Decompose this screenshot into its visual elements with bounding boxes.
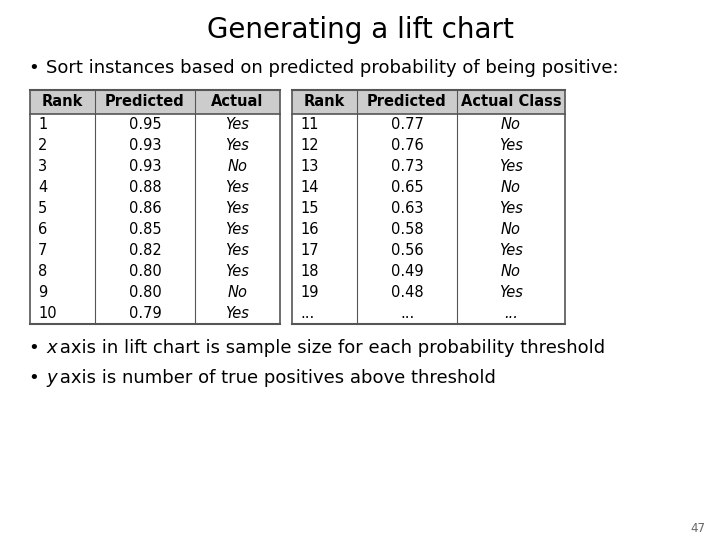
- Text: 0.85: 0.85: [129, 222, 161, 237]
- Text: Yes: Yes: [225, 264, 249, 279]
- Text: 3: 3: [38, 159, 47, 174]
- Text: Yes: Yes: [225, 138, 249, 153]
- Text: 0.88: 0.88: [129, 180, 161, 195]
- Text: 16: 16: [300, 222, 318, 237]
- Text: 2: 2: [38, 138, 48, 153]
- Text: No: No: [501, 117, 521, 132]
- Text: 0.95: 0.95: [129, 117, 161, 132]
- Text: 5: 5: [38, 201, 48, 216]
- Text: 10: 10: [38, 306, 57, 321]
- Text: Yes: Yes: [499, 138, 523, 153]
- Text: Predicted: Predicted: [367, 94, 447, 110]
- Text: y: y: [46, 369, 57, 387]
- Text: 0.48: 0.48: [391, 285, 423, 300]
- Text: axis is number of true positives above threshold: axis is number of true positives above t…: [54, 369, 496, 387]
- Text: Rank: Rank: [42, 94, 84, 110]
- Text: 18: 18: [300, 264, 318, 279]
- Text: 0.73: 0.73: [391, 159, 423, 174]
- Text: Actual: Actual: [211, 94, 264, 110]
- Text: ...: ...: [300, 306, 314, 321]
- Text: Yes: Yes: [499, 243, 523, 258]
- Text: Yes: Yes: [225, 180, 249, 195]
- Text: 0.76: 0.76: [391, 138, 423, 153]
- Text: 0.93: 0.93: [129, 159, 161, 174]
- Text: 11: 11: [300, 117, 318, 132]
- Text: •: •: [28, 59, 39, 77]
- Text: 0.63: 0.63: [391, 201, 423, 216]
- Text: 12: 12: [300, 138, 319, 153]
- Text: Yes: Yes: [225, 201, 249, 216]
- Text: 0.77: 0.77: [390, 117, 423, 132]
- Text: Yes: Yes: [499, 201, 523, 216]
- Text: 17: 17: [300, 243, 319, 258]
- Text: 0.65: 0.65: [391, 180, 423, 195]
- Text: Yes: Yes: [499, 285, 523, 300]
- Text: 0.86: 0.86: [129, 201, 161, 216]
- Text: No: No: [228, 285, 248, 300]
- Text: 0.49: 0.49: [391, 264, 423, 279]
- Text: 19: 19: [300, 285, 318, 300]
- Text: 9: 9: [38, 285, 48, 300]
- Text: No: No: [228, 159, 248, 174]
- Text: No: No: [501, 180, 521, 195]
- Text: 13: 13: [300, 159, 318, 174]
- Bar: [292, 90, 565, 114]
- Text: 4: 4: [38, 180, 48, 195]
- Text: 7: 7: [38, 243, 48, 258]
- Text: 0.56: 0.56: [391, 243, 423, 258]
- Text: Generating a lift chart: Generating a lift chart: [207, 16, 513, 44]
- Text: •: •: [28, 369, 39, 387]
- Text: Yes: Yes: [225, 222, 249, 237]
- Text: axis in lift chart is sample size for each probability threshold: axis in lift chart is sample size for ea…: [54, 339, 605, 357]
- Text: 0.79: 0.79: [129, 306, 161, 321]
- Text: 14: 14: [300, 180, 318, 195]
- Text: 1: 1: [38, 117, 48, 132]
- Text: •: •: [28, 339, 39, 357]
- Text: x: x: [46, 339, 57, 357]
- Text: ...: ...: [400, 306, 414, 321]
- Text: Yes: Yes: [499, 159, 523, 174]
- Bar: [30, 90, 280, 114]
- Text: Sort instances based on predicted probability of being positive:: Sort instances based on predicted probab…: [46, 59, 618, 77]
- Text: ...: ...: [504, 306, 518, 321]
- Text: No: No: [501, 222, 521, 237]
- Text: 47: 47: [690, 522, 705, 535]
- Text: No: No: [501, 264, 521, 279]
- Text: 0.93: 0.93: [129, 138, 161, 153]
- Text: Yes: Yes: [225, 306, 249, 321]
- Text: 15: 15: [300, 201, 318, 216]
- Text: Predicted: Predicted: [105, 94, 185, 110]
- Text: Actual Class: Actual Class: [461, 94, 562, 110]
- Text: 0.80: 0.80: [129, 264, 161, 279]
- Text: 0.58: 0.58: [391, 222, 423, 237]
- Text: 8: 8: [38, 264, 48, 279]
- Text: Rank: Rank: [304, 94, 345, 110]
- Text: Yes: Yes: [225, 117, 249, 132]
- Text: Yes: Yes: [225, 243, 249, 258]
- Text: 6: 6: [38, 222, 48, 237]
- Text: 0.80: 0.80: [129, 285, 161, 300]
- Text: 0.82: 0.82: [129, 243, 161, 258]
